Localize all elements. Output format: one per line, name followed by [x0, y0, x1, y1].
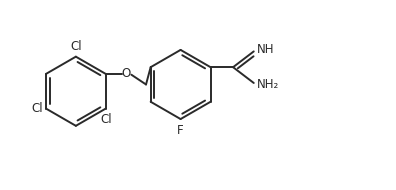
Text: Cl: Cl	[31, 102, 43, 115]
Text: F: F	[177, 124, 184, 137]
Text: O: O	[122, 67, 131, 80]
Text: Cl: Cl	[101, 113, 112, 126]
Text: NH₂: NH₂	[257, 78, 279, 91]
Text: NH: NH	[257, 43, 274, 56]
Text: Cl: Cl	[70, 40, 82, 53]
